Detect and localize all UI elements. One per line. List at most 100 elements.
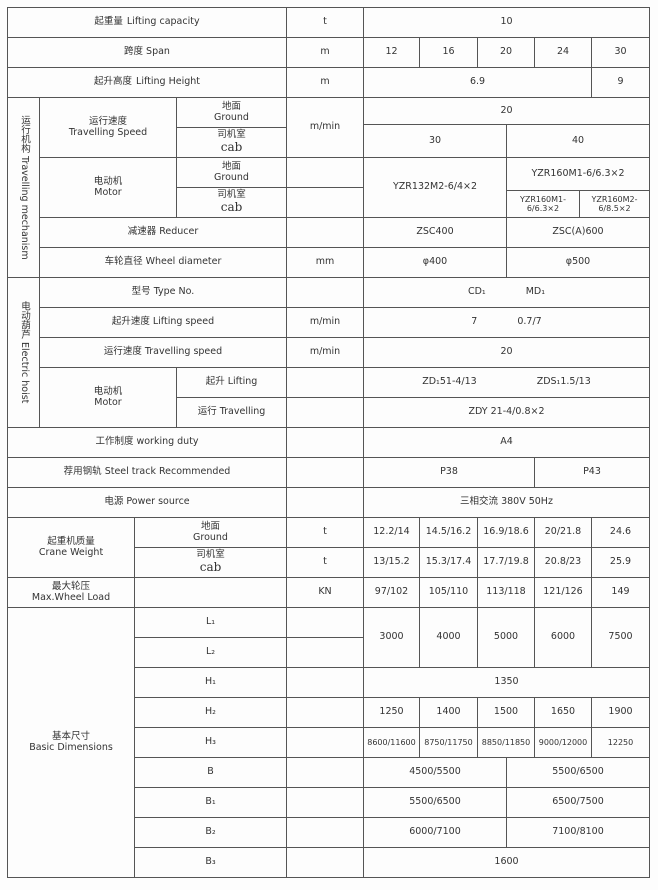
cell-text: 电动葫芦 Electric hoist (18, 301, 30, 404)
cab-label: 司机室 cab (176, 187, 287, 218)
dimension-label: B₃ (134, 847, 287, 878)
cell-text: 6500/7500 (552, 796, 604, 808)
cell-text: ZSC400 (416, 226, 454, 238)
unit (286, 847, 364, 878)
cell-text: 三相交流 380V 50Hz (460, 496, 553, 508)
wheel-label: 车轮直径 Wheel diameter (39, 247, 287, 278)
value: ZSC(A)600 (506, 217, 650, 248)
cell-text: 运行 Travelling (197, 406, 266, 418)
value: CD₁ MD₁ (363, 277, 650, 308)
value: P43 (534, 457, 650, 488)
value: YZR132M2-6/4×2 (363, 157, 507, 218)
cell-text: 20.8/23 (544, 556, 582, 568)
value: 97/102 (363, 577, 420, 608)
span-value: 16 (419, 37, 478, 68)
value: φ400 (363, 247, 507, 278)
value: 9 (591, 67, 650, 98)
cell-text: ZD₁51-4/13 (422, 376, 477, 388)
power-label: 电源 Power source (7, 487, 287, 518)
cell-text: B₃ (205, 856, 216, 868)
cell-text: 型号 Type No. (131, 286, 195, 298)
value: 8850/11850 (477, 727, 535, 758)
cell-text: Motor (94, 396, 122, 408)
cell-text: 运行机构 Travelling mechanism (18, 115, 30, 260)
cell-text: 16 (442, 46, 455, 58)
cell-text: 113/118 (486, 586, 526, 598)
cell-text: 司机室 (217, 129, 246, 141)
cell-text: 最大轮压 (51, 580, 90, 592)
cell-text: 8600/11600 (367, 737, 416, 747)
unit (286, 787, 364, 818)
cell-text: 1350 (494, 676, 519, 688)
cell-text: 4000 (436, 631, 461, 643)
cell-text: 工作制度 working duty (95, 436, 199, 448)
value: 7100/8100 (506, 817, 650, 848)
cell-text: φ500 (565, 256, 591, 268)
unit (286, 187, 364, 218)
cell-text: 起重机质量 (47, 535, 95, 547)
cell-text: 9000/12000 (538, 737, 588, 747)
value: 121/126 (534, 577, 592, 608)
cell-text: 17.7/19.8 (483, 556, 529, 568)
cell-text: 运行速度 Travelling speed (103, 346, 223, 358)
value: 13/15.2 (363, 547, 420, 578)
cell-text: B₂ (205, 826, 216, 838)
cell-text: 97/102 (374, 586, 409, 598)
value: 8600/11600 (363, 727, 420, 758)
cell-text: 12 (385, 46, 398, 58)
value: YZR160M1-6/6.3×2 (506, 157, 650, 191)
cell-text: H₂ (205, 706, 216, 718)
dimension-label: B₂ (134, 817, 287, 848)
unit (286, 727, 364, 758)
span-value: 24 (534, 37, 592, 68)
cell-text: 1650 (550, 706, 576, 718)
value: 1500 (477, 697, 535, 728)
value: 3000 (363, 607, 420, 668)
cell-text: Ground (214, 171, 249, 183)
motor-label: 电动机 Motor (39, 157, 177, 218)
unit (286, 427, 364, 458)
unit: m/min (286, 307, 364, 338)
unit: KN (286, 577, 364, 608)
value: 1250 (363, 697, 420, 728)
cell-text: 121/126 (543, 586, 583, 598)
value: 1350 (363, 667, 650, 698)
value: 40 (506, 124, 650, 158)
cell-text: m (320, 46, 330, 58)
cell-text: 40 (571, 134, 585, 146)
unit (286, 667, 364, 698)
cell-text: 地面 (221, 100, 241, 112)
cell-text: 20/21.8 (544, 526, 582, 538)
value: 4000 (419, 607, 478, 668)
value: ZDY 21-4/0.8×2 (363, 397, 650, 428)
value: 10 (363, 7, 650, 38)
value: 7500 (591, 607, 650, 668)
value: 5500/6500 (363, 787, 507, 818)
cell-text: 15.3/17.4 (425, 556, 472, 568)
lifting-capacity-label: 起重量 Lifting capacity (7, 7, 287, 38)
value: 1900 (591, 697, 650, 728)
cell-text: Travelling Speed (68, 126, 148, 138)
unit: m (286, 37, 364, 68)
cell-text: 地面 (200, 520, 220, 532)
cell-text: 20 (500, 104, 513, 116)
unit (286, 157, 364, 188)
cell-text: 跨度 (124, 46, 144, 58)
lifting-height-label: 起升高度 Lifting Height (7, 67, 287, 98)
cell-text: 14.5/16.2 (425, 526, 472, 538)
cell-text: 25.9 (609, 556, 632, 568)
unit: t (286, 7, 364, 38)
cell-text: 105/110 (428, 586, 469, 598)
dimension-label: B₁ (134, 787, 287, 818)
ground-label: 地面 Ground (134, 517, 287, 548)
cell-text: Ground (193, 531, 228, 543)
max-wheel-load-label: 最大轮压 Max.Wheel Load (7, 577, 135, 608)
cell-text: 运行速度 (88, 115, 127, 127)
travelling-speed-label: 运行速度 Travelling Speed (39, 97, 177, 158)
cell-text: 16.9/18.6 (483, 526, 529, 538)
value: 20.8/23 (534, 547, 592, 578)
value: 16.9/18.6 (477, 517, 535, 548)
cell-text: 7100/8100 (552, 826, 604, 838)
cell-text: 起重量 (94, 16, 123, 28)
value: 4500/5500 (363, 757, 507, 788)
